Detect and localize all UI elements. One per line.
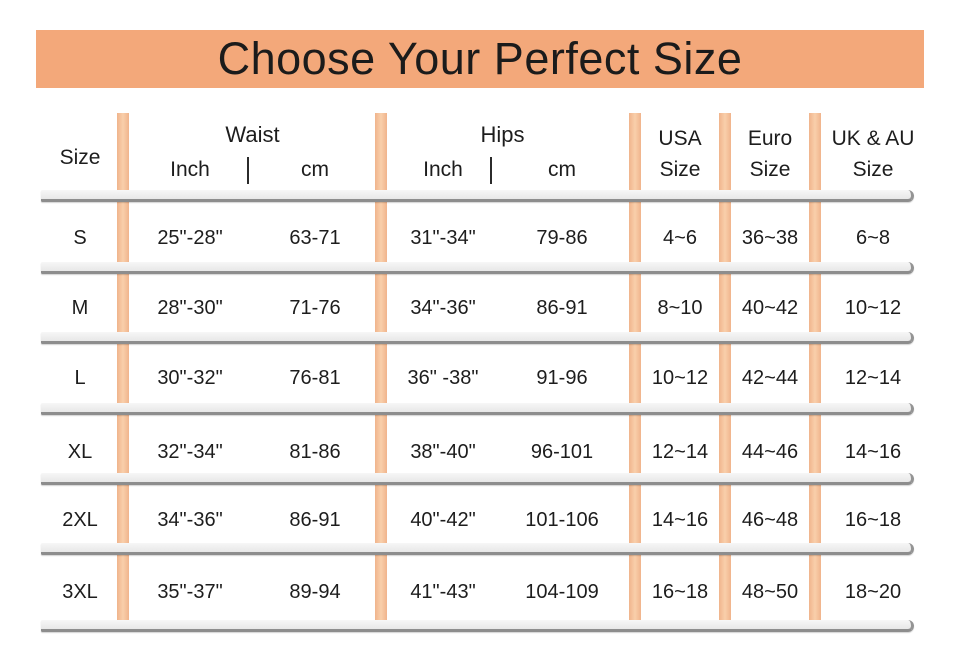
cell-hips-cm: 96-101 [530,441,594,463]
cell-size: 2XL [62,509,98,531]
inch-cm-divider [247,157,249,184]
column-divider-bar [629,113,641,628]
col-header-euro-size-line2: Size [749,158,791,181]
page-title: Choose Your Perfect Size [217,33,743,84]
table-row: L 30"-32" 76-81 36" -38" 91-96 10~12 42~… [40,363,935,393]
cell-hips-cm: 91-96 [536,367,588,389]
cell-euro-size: 42~44 [741,367,799,389]
cell-size: XL [67,441,93,463]
column-divider-bar [117,113,129,628]
cell-usa-size: 10~12 [651,367,709,389]
cell-ukau-size: 14~16 [844,441,902,463]
cell-waist-cm: 76-81 [289,367,341,389]
column-divider-bar [809,113,821,628]
cell-hips-inch: 31"-34" [410,227,476,249]
col-header-ukau-size-line2: Size [852,158,894,181]
row-divider-bar [41,543,914,555]
cell-hips-inch: 36" -38" [407,367,479,389]
cell-waist-inch: 35"-37" [157,581,223,603]
cell-size: L [74,367,86,389]
cell-size: S [73,227,87,249]
cell-hips-inch: 41"-43" [410,581,476,603]
table-row: S 25"-28" 63-71 31"-34" 79-86 4~6 36~38 … [40,223,935,253]
cell-waist-cm: 86-91 [289,509,341,531]
table-row: 2XL 34"-36" 86-91 40"-42" 101-106 14~16 … [40,505,935,535]
cell-euro-size: 48~50 [741,581,799,603]
cell-hips-inch: 40"-42" [410,509,476,531]
cell-usa-size: 14~16 [651,509,709,531]
cell-ukau-size: 18~20 [844,581,902,603]
cell-euro-size: 44~46 [741,441,799,463]
column-divider-bar [375,113,387,628]
cell-ukau-size: 12~14 [844,367,902,389]
col-header-size: Size [59,146,101,169]
col-header-euro-size: Euro [747,127,793,150]
row-divider-bar [41,190,914,202]
row-divider-bar [41,332,914,344]
title-banner: Choose Your Perfect Size [36,30,924,88]
cell-usa-size: 8~10 [657,297,703,319]
cell-waist-cm: 81-86 [289,441,341,463]
row-divider-bar [41,473,914,485]
cell-hips-inch: 34"-36" [410,297,476,319]
cell-waist-cm: 63-71 [289,227,341,249]
cell-hips-cm: 101-106 [525,509,599,531]
col-header-waist: Waist [225,122,280,147]
row-divider-bar [41,403,914,415]
cell-usa-size: 12~14 [651,441,709,463]
cell-ukau-size: 6~8 [856,227,890,249]
col-header-usa-size: USA [658,127,702,150]
cell-waist-inch: 30"-32" [157,367,223,389]
cell-hips-cm: 86-91 [536,297,588,319]
cell-waist-inch: 32"-34" [157,441,223,463]
cell-usa-size: 16~18 [651,581,709,603]
cell-usa-size: 4~6 [663,227,697,249]
cell-size: M [71,297,89,319]
table-header: Size Waist Inch cm Hips Inch cm USA Size… [40,110,935,190]
col-header-hips: Hips [480,122,525,147]
inch-cm-divider [490,157,492,184]
cell-waist-inch: 34"-36" [157,509,223,531]
col-header-usa-size-line2: Size [659,158,701,181]
cell-waist-inch: 25"-28" [157,227,223,249]
cell-size: 3XL [62,581,98,603]
table-row: 3XL 35"-37" 89-94 41"-43" 104-109 16~18 … [40,577,935,607]
col-header-ukau-size: UK & AU [831,127,915,150]
cell-hips-cm: 104-109 [525,581,599,603]
cell-waist-cm: 89-94 [289,581,341,603]
cell-hips-inch: 38"-40" [410,441,476,463]
table-row: XL 32"-34" 81-86 38"-40" 96-101 12~14 44… [40,437,935,467]
row-divider-bar [41,262,914,274]
column-divider-bar [719,113,731,628]
cell-waist-inch: 28"-30" [157,297,223,319]
col-subheader-hips-inch: Inch [423,158,463,181]
col-subheader-waist-inch: Inch [170,158,210,181]
cell-ukau-size: 16~18 [844,509,902,531]
col-subheader-hips-cm: cm [548,158,576,181]
row-divider-bar [41,620,914,632]
cell-euro-size: 40~42 [741,297,799,319]
cell-euro-size: 46~48 [741,509,799,531]
col-subheader-waist-cm: cm [301,158,329,181]
size-table: Size Waist Inch cm Hips Inch cm USA Size… [40,110,935,645]
cell-euro-size: 36~38 [741,227,799,249]
cell-hips-cm: 79-86 [536,227,588,249]
cell-waist-cm: 71-76 [289,297,341,319]
cell-ukau-size: 10~12 [844,297,902,319]
table-row: M 28"-30" 71-76 34"-36" 86-91 8~10 40~42… [40,293,935,323]
